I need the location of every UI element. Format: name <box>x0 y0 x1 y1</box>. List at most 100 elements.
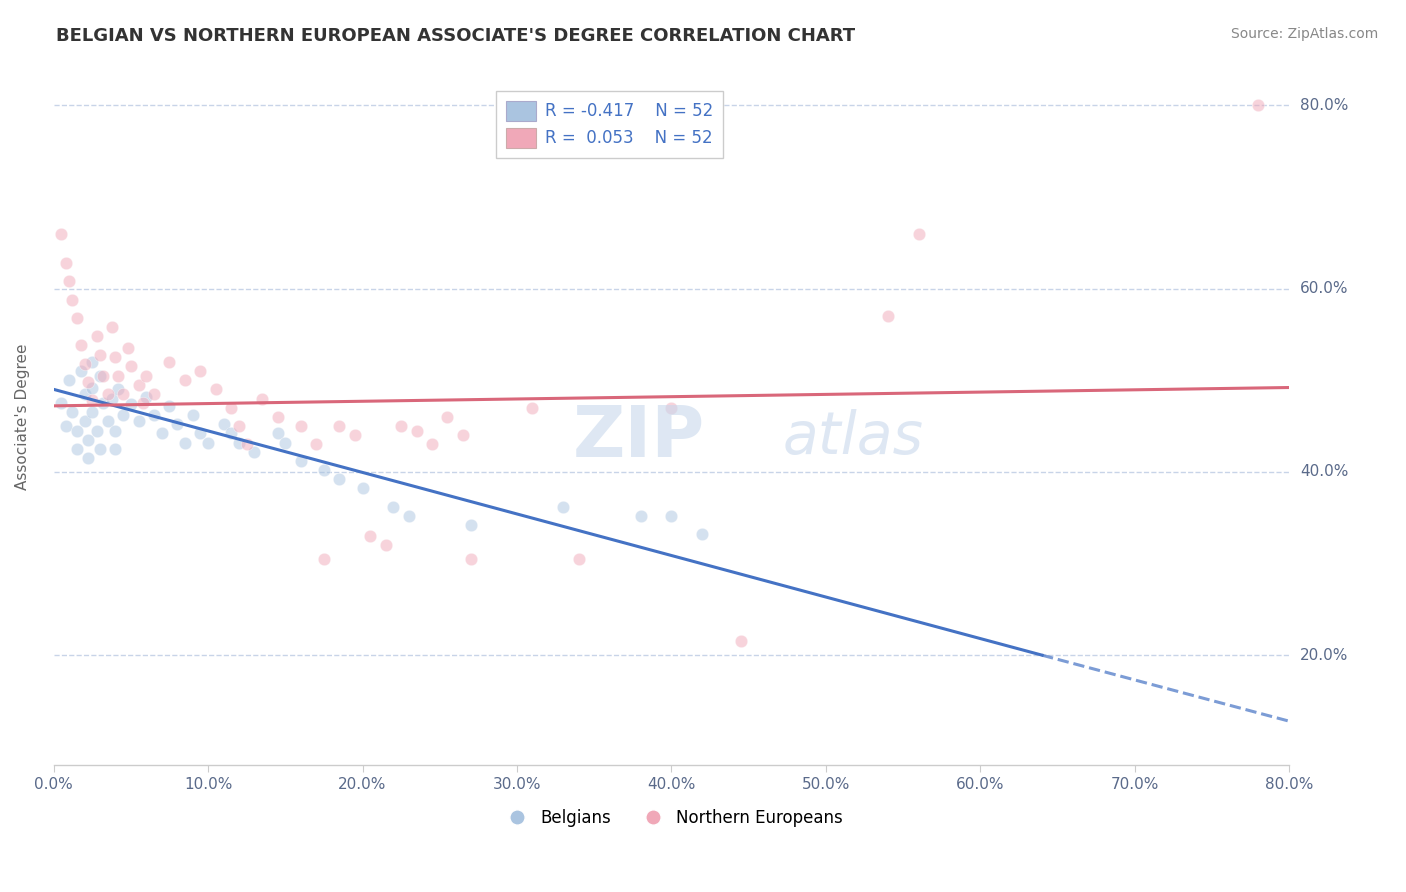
Point <box>312 552 335 566</box>
Point <box>86 424 108 438</box>
Point <box>89 347 111 361</box>
Text: ZIP: ZIP <box>572 403 704 472</box>
Point <box>82 405 104 419</box>
Point <box>405 424 427 438</box>
Point <box>76 375 98 389</box>
Point <box>159 355 181 369</box>
Point <box>228 419 250 434</box>
Point <box>73 414 96 428</box>
Point <box>66 310 89 325</box>
Point <box>101 392 124 406</box>
Point <box>451 428 474 442</box>
Point <box>104 351 127 365</box>
Point <box>328 472 350 486</box>
Point <box>132 396 155 410</box>
Point <box>58 274 80 288</box>
Point <box>290 454 312 468</box>
Point <box>219 401 242 415</box>
Point <box>128 414 150 428</box>
Point <box>82 393 104 408</box>
Text: 20.0%: 20.0% <box>1301 648 1348 663</box>
Point <box>112 387 135 401</box>
Point <box>73 387 96 401</box>
Point <box>174 435 197 450</box>
Point <box>522 401 544 415</box>
Point <box>1247 98 1270 112</box>
Point <box>359 529 381 543</box>
Point <box>197 435 219 450</box>
Text: 80.0%: 80.0% <box>1301 98 1348 112</box>
Point <box>188 426 211 441</box>
Point <box>692 527 714 541</box>
Point <box>243 444 266 458</box>
Point <box>104 442 127 456</box>
Point <box>219 426 242 441</box>
Point <box>250 392 273 406</box>
Legend: Belgians, Northern Europeans: Belgians, Northern Europeans <box>494 802 849 833</box>
Point <box>120 359 142 374</box>
Point <box>97 387 120 401</box>
Point <box>89 442 111 456</box>
Point <box>553 500 575 514</box>
Point <box>436 409 458 424</box>
Point <box>166 417 188 432</box>
Point <box>60 405 83 419</box>
Point <box>91 368 114 383</box>
Point <box>374 538 396 552</box>
Point <box>66 442 89 456</box>
Point <box>352 481 374 495</box>
Point <box>204 382 226 396</box>
Point <box>104 424 127 438</box>
Point <box>51 227 73 241</box>
Point <box>97 414 120 428</box>
Text: BELGIAN VS NORTHERN EUROPEAN ASSOCIATE'S DEGREE CORRELATION CHART: BELGIAN VS NORTHERN EUROPEAN ASSOCIATE'S… <box>56 27 855 45</box>
Point <box>70 338 93 352</box>
Point <box>120 397 142 411</box>
Point <box>55 256 77 270</box>
Point <box>460 518 482 533</box>
Point <box>228 435 250 450</box>
Point <box>135 368 157 383</box>
Point <box>101 320 124 334</box>
Point <box>188 364 211 378</box>
Point <box>58 373 80 387</box>
Point <box>70 364 93 378</box>
Point <box>343 428 366 442</box>
Point <box>328 419 350 434</box>
Point <box>86 329 108 343</box>
Point <box>82 380 104 394</box>
Point <box>312 463 335 477</box>
Point <box>266 426 288 441</box>
Point <box>143 408 166 422</box>
Point <box>159 399 181 413</box>
Point <box>143 387 166 401</box>
Point <box>91 396 114 410</box>
Point <box>82 355 104 369</box>
Point <box>181 408 204 422</box>
Point <box>730 634 752 648</box>
Point <box>398 508 420 523</box>
Point <box>420 437 443 451</box>
Point <box>907 227 929 241</box>
Point <box>112 408 135 422</box>
Point <box>60 293 83 307</box>
Text: 40.0%: 40.0% <box>1301 465 1348 479</box>
Point <box>150 426 173 441</box>
Point <box>76 451 98 466</box>
Point <box>290 419 312 434</box>
Point <box>66 424 89 438</box>
Point <box>212 417 235 432</box>
Point <box>107 382 129 396</box>
Point <box>55 419 77 434</box>
Point <box>630 508 652 523</box>
Point <box>876 309 898 323</box>
Point <box>568 552 591 566</box>
Point <box>460 552 482 566</box>
Point <box>117 341 139 355</box>
Point <box>73 357 96 371</box>
Point <box>661 508 683 523</box>
Text: Source: ZipAtlas.com: Source: ZipAtlas.com <box>1230 27 1378 41</box>
Point <box>128 377 150 392</box>
Text: 60.0%: 60.0% <box>1301 281 1348 296</box>
Point <box>661 401 683 415</box>
